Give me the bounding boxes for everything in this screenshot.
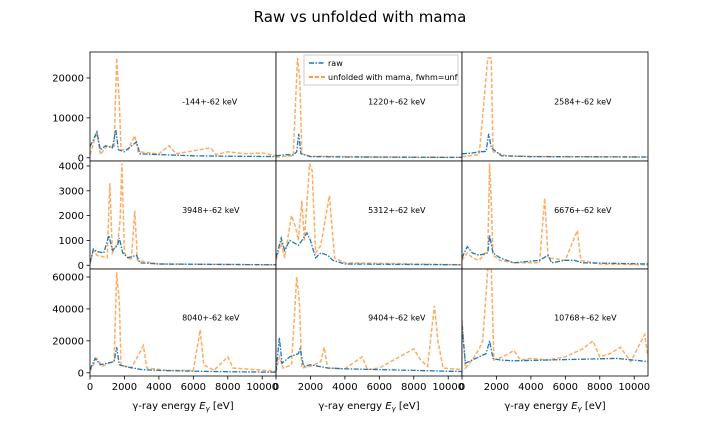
series-raw-line bbox=[276, 231, 462, 266]
panel-energy-label: 10768+-62 keV bbox=[554, 313, 617, 322]
series-unfolded-line bbox=[90, 57, 276, 157]
series-unfolded-line bbox=[462, 57, 648, 158]
y-tick-label: 1000 bbox=[59, 236, 84, 247]
legend: raw unfolded with mama, fwhm=unf bbox=[303, 54, 459, 86]
x-tick-label: 4000 bbox=[146, 382, 171, 393]
panel-energy-label: 6676+-62 keV bbox=[554, 206, 612, 215]
panel-frame bbox=[461, 268, 649, 377]
legend-unfolded-label: unfolded with mama, fwhm=unf bbox=[328, 73, 458, 82]
x-tick-label: 10000 bbox=[246, 382, 278, 393]
panel-background bbox=[276, 161, 462, 269]
series-raw-line bbox=[462, 324, 648, 365]
panel-energy-label: -144+-62 keV bbox=[182, 97, 238, 106]
x-axis-title: γ-ray energy Eγ [eV] bbox=[504, 401, 605, 413]
panel-1: -144+-62 keV 0 10000 20000 bbox=[52, 51, 277, 164]
series-unfolded-line bbox=[276, 163, 462, 266]
legend-raw-label: raw bbox=[328, 59, 343, 68]
panel-5: 5312+-62 keV bbox=[275, 160, 463, 270]
series-raw-line bbox=[462, 133, 648, 158]
y-tick-label: 0 bbox=[78, 153, 84, 164]
panel-3: 2584+-62 keV bbox=[461, 51, 649, 162]
panel-energy-label: 1220+-62 keV bbox=[368, 97, 426, 106]
x-axis-title: γ-ray energy Eγ [eV] bbox=[132, 401, 233, 413]
x-tick-label: 2000 bbox=[484, 382, 509, 393]
series-raw-line bbox=[276, 133, 462, 159]
legend-frame bbox=[303, 54, 459, 86]
x-axis-title: γ-ray energy Eγ [eV] bbox=[318, 401, 419, 413]
x-tick-label: 6000 bbox=[553, 382, 578, 393]
y-tick-label: 0 bbox=[78, 368, 84, 379]
panel-4: 3948+-62 keV 0 1000 2000 3000 4000 bbox=[59, 160, 277, 272]
figure-title: Raw vs unfolded with mama bbox=[254, 8, 467, 26]
x-tick-label: 6000 bbox=[367, 382, 392, 393]
panel-9: 10768+-62 keV 0 2000 4000 6000 8000 10000 bbox=[459, 268, 650, 393]
x-tick-label: 0 bbox=[273, 382, 279, 393]
y-tick-label: 3000 bbox=[59, 186, 84, 197]
y-tick-label: 4000 bbox=[59, 161, 84, 172]
x-axis-labels: γ-ray energy Eγ [eV] γ-ray energy Eγ [eV]… bbox=[132, 401, 605, 413]
y-tick-label: 20000 bbox=[52, 336, 84, 347]
x-tick-label: 10000 bbox=[432, 382, 464, 393]
panel-8: 9404+-62 keV 0 2000 4000 6000 8000 10000 bbox=[273, 268, 464, 393]
panel-background bbox=[462, 52, 648, 161]
y-tick-label: 2000 bbox=[59, 211, 84, 222]
x-tick-label: 8000 bbox=[401, 382, 426, 393]
x-tick-label: 8000 bbox=[215, 382, 240, 393]
panel-energy-label: 2584+-62 keV bbox=[554, 97, 612, 106]
series-raw-line bbox=[90, 347, 276, 373]
x-tick-label: 0 bbox=[87, 382, 93, 393]
x-tick-label: 0 bbox=[459, 382, 465, 393]
panel-background bbox=[276, 269, 462, 376]
y-tick-label: 0 bbox=[78, 261, 84, 272]
panel-6: 6676+-62 keV bbox=[461, 160, 649, 270]
series-raw-line bbox=[90, 232, 276, 266]
panel-energy-label: 3948+-62 keV bbox=[182, 206, 240, 215]
y-tick-label: 10000 bbox=[52, 113, 84, 124]
x-tick-label: 8000 bbox=[587, 382, 612, 393]
x-tick-label: 2000 bbox=[298, 382, 323, 393]
panel-energy-label: 9404+-62 keV bbox=[368, 313, 426, 322]
panel-energy-label: 8040+-62 keV bbox=[182, 313, 240, 322]
y-tick-label: 60000 bbox=[52, 272, 84, 283]
x-tick-label: 4000 bbox=[518, 382, 543, 393]
series-unfolded-line bbox=[462, 269, 648, 370]
panel-background bbox=[90, 52, 276, 161]
y-tick-label: 40000 bbox=[52, 304, 84, 315]
x-tick-label: 4000 bbox=[332, 382, 357, 393]
panel-energy-label: 5312+-62 keV bbox=[368, 206, 426, 215]
series-raw-line bbox=[276, 337, 462, 373]
x-tick-label: 2000 bbox=[112, 382, 137, 393]
series-raw-line bbox=[90, 129, 276, 158]
x-tick-label: 10000 bbox=[618, 382, 650, 393]
panel-background bbox=[90, 161, 276, 269]
series-raw-line bbox=[462, 235, 648, 265]
series-unfolded-line bbox=[462, 163, 648, 266]
x-tick-label: 6000 bbox=[181, 382, 206, 393]
y-tick-label: 20000 bbox=[52, 73, 84, 84]
